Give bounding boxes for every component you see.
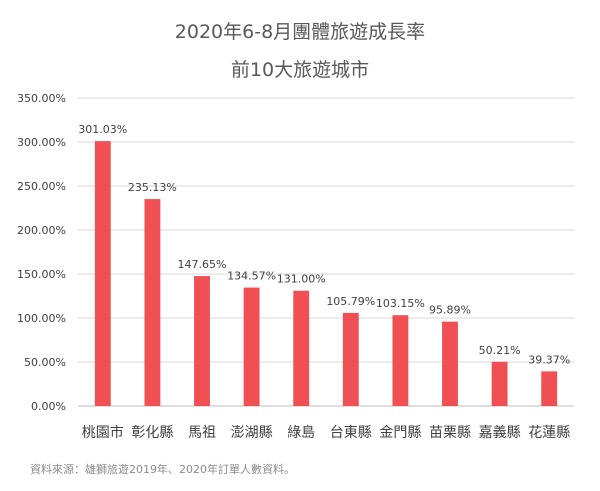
x-tick-label: 花蓮縣 (528, 425, 570, 441)
bar (243, 287, 260, 406)
x-axis-ticks: 桃園市 彰化縣 馬祖 澎湖縣 綠島 台東縣 金門縣 苗栗縣 嘉義縣 花蓮縣 (82, 424, 570, 441)
bar (442, 321, 458, 406)
x-tick-label: 台東縣 (330, 425, 372, 441)
y-axis-ticks: 0.00% 50.00% 100.00% 150.00% 200.00% 250.00% 3… (17, 92, 66, 413)
gridlines (78, 97, 574, 407)
y-tick-label: 150.00% (17, 268, 66, 281)
y-tick-label: 100.00% (17, 312, 66, 325)
bar (392, 315, 409, 406)
bar (541, 371, 558, 406)
data-label: 50.21% (479, 344, 521, 357)
bars (94, 141, 558, 406)
y-tick-label: 200.00% (17, 224, 66, 237)
source-note: 資料來源：雄獅旅遊2019年、2020年訂單人數資料。 (30, 462, 295, 476)
data-labels: 301.03% 235.13% 147.65%134.57% 131.00%105.7… (78, 123, 570, 366)
data-label: 39.37% (528, 353, 570, 366)
x-tick-label: 金門縣 (379, 425, 421, 441)
chart-subtitle: 前10大旅遊城市 (231, 59, 369, 81)
chart-title: 2020年6-8月團體旅遊成長率 (175, 21, 425, 43)
data-label: 95.89% (429, 304, 471, 317)
y-tick-label: 0.00% (31, 400, 66, 413)
y-tick-label: 250.00% (17, 180, 66, 193)
data-label: 131.00% (277, 273, 326, 286)
bar (144, 199, 161, 406)
x-tick-label: 彰化縣 (131, 424, 173, 441)
bar (94, 141, 111, 406)
data-label: 147.65% (178, 258, 227, 271)
bar (342, 312, 359, 406)
y-tick-label: 50.00% (24, 356, 66, 369)
bar (194, 276, 210, 406)
x-tick-label: 桃園市 (82, 424, 124, 441)
x-tick-label: 馬祖 (188, 425, 216, 441)
y-tick-label: 300.00% (17, 136, 66, 149)
data-label: 301.03% (78, 123, 127, 136)
x-tick-label: 綠島 (287, 425, 315, 441)
x-tick-label: 嘉義縣 (479, 424, 521, 441)
x-tick-label: 澎湖縣 (231, 425, 273, 441)
bar (293, 290, 310, 406)
y-tick-label: 350.00% (17, 92, 66, 105)
bar (491, 361, 508, 406)
data-label: 105.79% (326, 295, 375, 308)
data-label: 235.13% (128, 181, 177, 194)
data-label: 103.15% (376, 297, 425, 310)
x-tick-label: 苗栗縣 (429, 425, 471, 441)
data-label: 134.57% (227, 270, 276, 283)
